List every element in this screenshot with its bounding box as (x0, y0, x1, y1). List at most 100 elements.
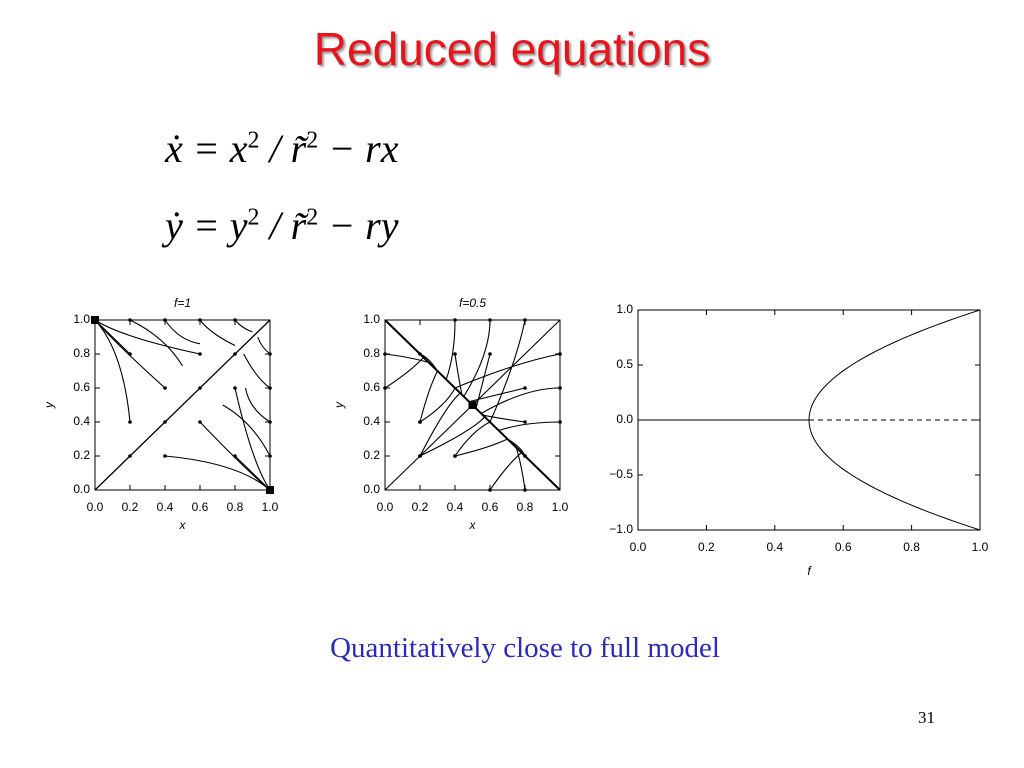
trajectory (94, 319, 131, 355)
start-dot (268, 386, 272, 390)
start-dot (453, 454, 457, 458)
trajectory (454, 421, 491, 457)
x-tick-label: 0.2 (412, 500, 429, 514)
trajectory (454, 353, 561, 389)
start-dot (523, 420, 527, 424)
trajectory (384, 353, 429, 364)
start-dot (198, 352, 202, 356)
trajectory (468, 387, 526, 403)
plot-frame (384, 319, 561, 491)
trajectory (164, 319, 201, 345)
x-tick-label: 0.8 (227, 500, 244, 514)
trajectory (164, 455, 271, 491)
trajectory (234, 387, 271, 491)
start-dot (233, 352, 237, 356)
equation-part: / r̃ (259, 203, 307, 248)
x-tick-label: 0.6 (192, 500, 209, 514)
y-axis-label: y (42, 401, 56, 409)
start-dot (523, 488, 527, 492)
y-tick-label: 0.8 (363, 346, 380, 360)
x-tick-label: 1.0 (552, 500, 569, 514)
trajectory (463, 319, 491, 397)
trajectory (419, 387, 456, 423)
x-axis-label: x (469, 518, 477, 532)
start-dot (163, 386, 167, 390)
y-axis-label: y (332, 401, 346, 409)
y-tick-label: 0.0 (73, 482, 90, 496)
start-dot (488, 488, 492, 492)
y-tick-label: 1.0 (616, 302, 633, 316)
y-tick-label: 0.4 (73, 414, 90, 428)
start-dot (558, 352, 562, 356)
trajectory (454, 353, 463, 395)
equation: ẏ = y2 / r̃2 − ry (165, 202, 399, 249)
trajectory (475, 353, 491, 409)
x-axis-label: x (179, 518, 187, 532)
superscript: 2 (247, 127, 260, 154)
trajectory (222, 404, 271, 457)
y-tick-label: 0.2 (73, 448, 90, 462)
trajectory (489, 452, 522, 491)
x-tick-label: 0.6 (482, 500, 499, 514)
y-tick-label: −1.0 (609, 522, 633, 536)
trajectory (480, 387, 561, 414)
equation-part: − ry (318, 203, 399, 248)
trajectory (243, 353, 271, 389)
start-dot (198, 318, 202, 322)
start-dot (233, 454, 237, 458)
slide-title: Reduced equations (313, 23, 711, 75)
start-dot (383, 386, 387, 390)
trajectory (199, 319, 236, 346)
figures: 0.0 0.2 0.4 0.6 0.8 1.0 0.0 0.2 0.4 0.6 0.8 1.0 f=1 x… (42, 296, 989, 578)
superscript: 2 (306, 204, 319, 231)
trajectory (129, 319, 183, 367)
start-dot (198, 420, 202, 424)
x-tick-label: 1.0 (972, 540, 989, 554)
start-dot (453, 352, 457, 356)
x-tick-label: 0.2 (122, 500, 139, 514)
start-dot (128, 318, 132, 322)
x-axis-label: f (807, 564, 812, 578)
trajectory (498, 421, 561, 432)
start-dot (198, 386, 202, 390)
parabola-branch (808, 309, 981, 531)
start-dot (383, 352, 387, 356)
equation: ẋ = x2 / r̃2 − rx (165, 125, 399, 172)
y-tick-label: 0.5 (616, 357, 633, 371)
y-tick-label: 0.0 (363, 482, 380, 496)
x-tick-label: 0.8 (517, 500, 534, 514)
start-dot (128, 454, 132, 458)
trajectory (419, 392, 461, 457)
start-dot (418, 420, 422, 424)
trajectory (445, 319, 456, 380)
start-dot (128, 352, 132, 356)
trajectory (384, 357, 424, 389)
start-dot (488, 318, 492, 322)
plot-frame (94, 319, 271, 491)
x-tick-label: 0.6 (835, 540, 852, 554)
fixed-point (266, 486, 274, 494)
trajectory (234, 319, 253, 333)
y-tick-label: 1.0 (363, 312, 380, 326)
start-dot (128, 420, 132, 424)
x-tick-label: 0.0 (377, 500, 394, 514)
plot-title: f=0.5 (459, 296, 486, 310)
x-tick-label: 0.0 (630, 540, 647, 554)
x-tick-label: 0.4 (766, 540, 783, 554)
start-dot (268, 420, 272, 424)
x-tick-label: 0.4 (157, 500, 174, 514)
equation-part: / r̃ (259, 126, 307, 171)
y-tick-label: 1.0 (73, 312, 90, 326)
start-dot (233, 318, 237, 322)
equation-part: ẋ = x (165, 126, 248, 171)
start-dot (523, 454, 527, 458)
x-tick-label: 0.2 (698, 540, 715, 554)
start-dot (523, 318, 527, 322)
start-dot (163, 420, 167, 424)
equation-part: ẏ = y (165, 203, 248, 248)
y-tick-label: 0.8 (73, 346, 90, 360)
start-dot (453, 318, 457, 322)
fixed-point (468, 401, 477, 409)
fixed-point (91, 316, 99, 324)
